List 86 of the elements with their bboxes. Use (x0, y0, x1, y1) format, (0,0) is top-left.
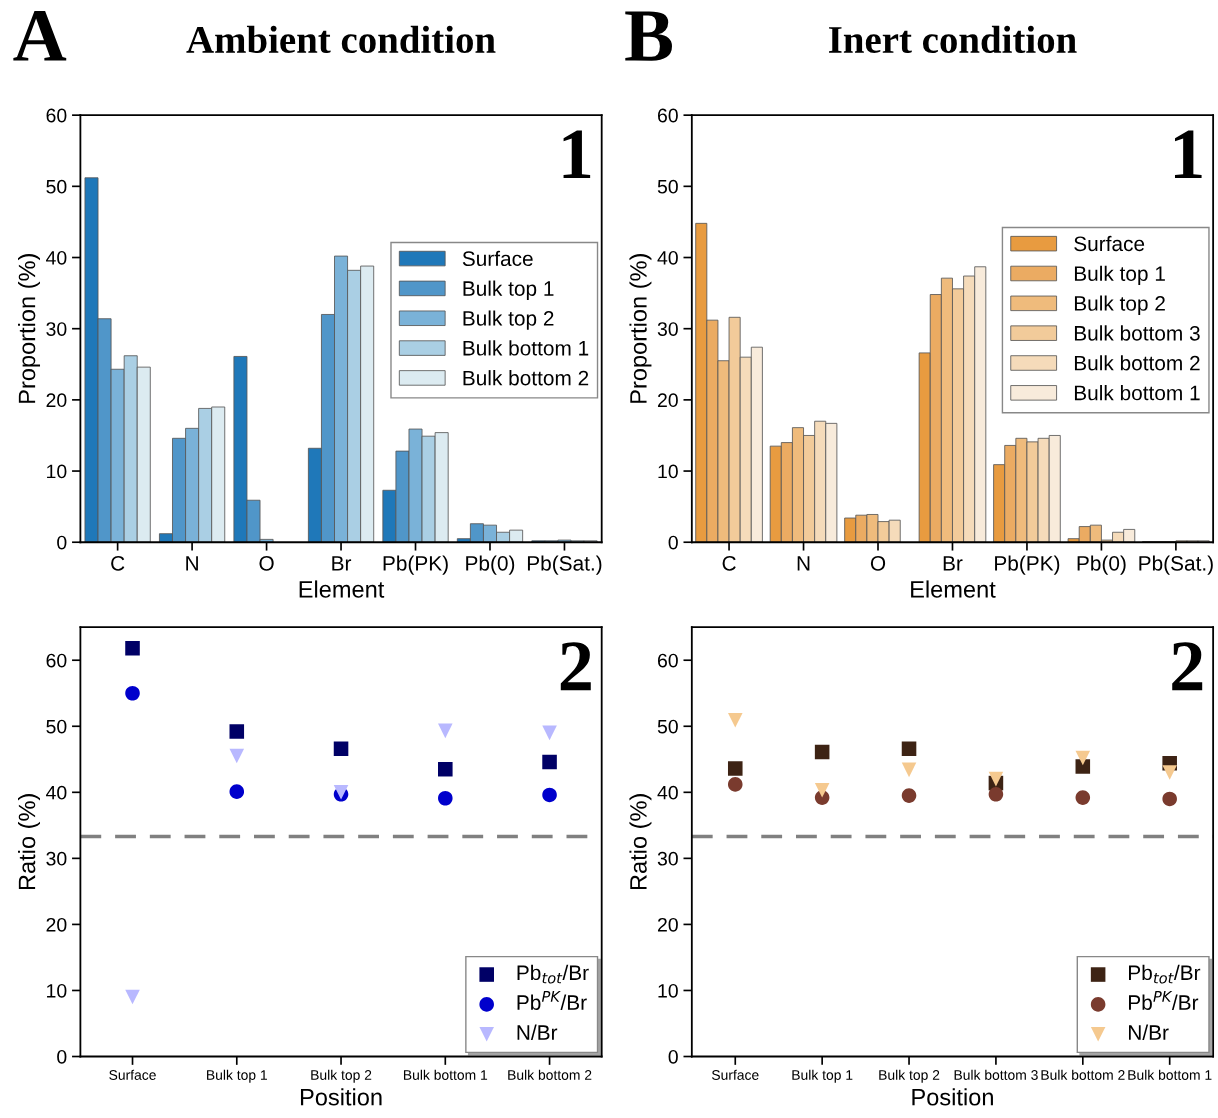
x-tick-label: N (186, 556, 198, 571)
x-axis-title: Element (299, 580, 385, 598)
x-tick-label: Br (943, 556, 963, 571)
y-tick-label: 30 (46, 322, 67, 336)
legend-label: Pb$_{tot}$/Br (517, 964, 589, 984)
legend-label: Pb$^{PK}$/Br (517, 991, 587, 1010)
y-tick-label: 20 (46, 917, 67, 932)
x-tick-label: Pb(0) (1077, 555, 1126, 575)
annotation: 2 (560, 642, 591, 691)
x-tick-label: Pb(Sat.) (527, 555, 602, 575)
legend-label: Surface (462, 250, 533, 267)
legend-label: Bulk top 1 (1074, 265, 1165, 286)
x-tick-label: Bulk top 2 (879, 1069, 940, 1083)
chart-title: Inert condition (829, 25, 1077, 54)
y-tick-label: 40 (46, 785, 67, 800)
legend-label: Surface (1074, 235, 1145, 252)
y-tick-label: 20 (657, 393, 678, 408)
y-axis-title: Proportion (%) (629, 254, 652, 403)
legend-label: Bulk bottom 2 (463, 370, 589, 386)
x-tick-label: Surface (109, 1069, 156, 1080)
y-tick-label: 40 (657, 250, 678, 265)
y-tick-label: 10 (47, 983, 67, 998)
x-tick-label: Surface (711, 1069, 759, 1080)
x-tick-label: Bulk top 2 (311, 1069, 372, 1083)
x-tick-label: O (259, 555, 274, 571)
annotation: 2 (1172, 642, 1203, 691)
x-axis-title: Element (911, 580, 996, 598)
x-tick-label: Pb(0) (466, 555, 515, 575)
x-tick-label: Bulk bottom 1 (403, 1069, 488, 1080)
legend-label: Bulk bottom 1 (1074, 385, 1200, 401)
y-tick-label: 0 (668, 535, 678, 550)
annotation: 1 (1174, 130, 1202, 179)
x-tick-label: C (111, 555, 125, 571)
legend-label: N/Br (517, 1024, 558, 1040)
chart-title: Ambient condition (186, 25, 496, 54)
annotation: 1 (563, 130, 591, 179)
x-axis-title: Position (300, 1088, 382, 1106)
x-axis-title: Position (912, 1088, 993, 1106)
y-tick-label: 40 (657, 785, 678, 800)
text: B (625, 11, 672, 61)
y-tick-label: 50 (46, 719, 67, 734)
y-tick-label: 20 (46, 393, 67, 408)
y-tick-label: 10 (47, 464, 67, 479)
y-tick-label: 50 (657, 719, 678, 734)
legend-label: Bulk top 2 (463, 310, 554, 330)
x-tick-label: Bulk bottom 2 (1041, 1069, 1125, 1080)
y-tick-label: 0 (57, 1049, 67, 1064)
y-tick-label: 40 (46, 250, 67, 265)
x-tick-label: Pb(PK) (383, 555, 448, 575)
y-tick-label: 0 (57, 535, 67, 550)
x-tick-label: Bulk bottom 1 (1128, 1069, 1212, 1080)
legend-label: Bulk bottom 1 (463, 340, 589, 356)
y-axis-title: Ratio (%) (629, 794, 652, 890)
y-tick-label: 50 (46, 179, 67, 194)
x-tick-label: O (870, 555, 886, 571)
x-tick-label: Pb(PK) (995, 555, 1060, 575)
x-tick-label: Bulk top 1 (792, 1069, 853, 1083)
x-tick-label: C (722, 555, 736, 571)
legend-label: Bulk top 2 (1074, 295, 1165, 315)
x-tick-label: Bulk bottom 3 (954, 1069, 1038, 1080)
text: A (13, 11, 67, 61)
y-axis-title: Ratio (%) (18, 794, 40, 890)
y-tick-label: 0 (668, 1049, 678, 1064)
y-tick-label: 50 (657, 179, 678, 194)
y-tick-label: 60 (46, 653, 67, 668)
legend-label: N/Br (1129, 1024, 1169, 1040)
legend-label: Bulk top 1 (463, 280, 554, 301)
y-tick-label: 10 (658, 983, 678, 998)
legend-label: Pb$^{PK}$/Br (1129, 991, 1199, 1010)
x-tick-label: Br (332, 556, 352, 571)
legend-label: Bulk bottom 3 (1074, 325, 1200, 341)
y-tick-label: 30 (46, 851, 67, 866)
y-axis-title: Proportion (%) (18, 254, 41, 403)
y-tick-label: 60 (657, 653, 678, 668)
y-tick-label: 30 (657, 851, 678, 866)
legend-label: Bulk bottom 2 (1074, 355, 1200, 371)
y-tick-label: 10 (658, 464, 678, 479)
legend-label: Pb$_{tot}$/Br (1129, 964, 1201, 984)
y-tick-label: 60 (657, 108, 678, 123)
y-tick-label: 60 (46, 108, 67, 123)
y-tick-label: 20 (657, 917, 678, 932)
x-tick-label: N (797, 556, 810, 571)
x-tick-label: Bulk bottom 2 (508, 1069, 592, 1080)
y-tick-label: 30 (657, 322, 678, 336)
x-tick-label: Pb(Sat.) (1139, 555, 1213, 575)
x-tick-label: Bulk top 1 (207, 1069, 267, 1083)
